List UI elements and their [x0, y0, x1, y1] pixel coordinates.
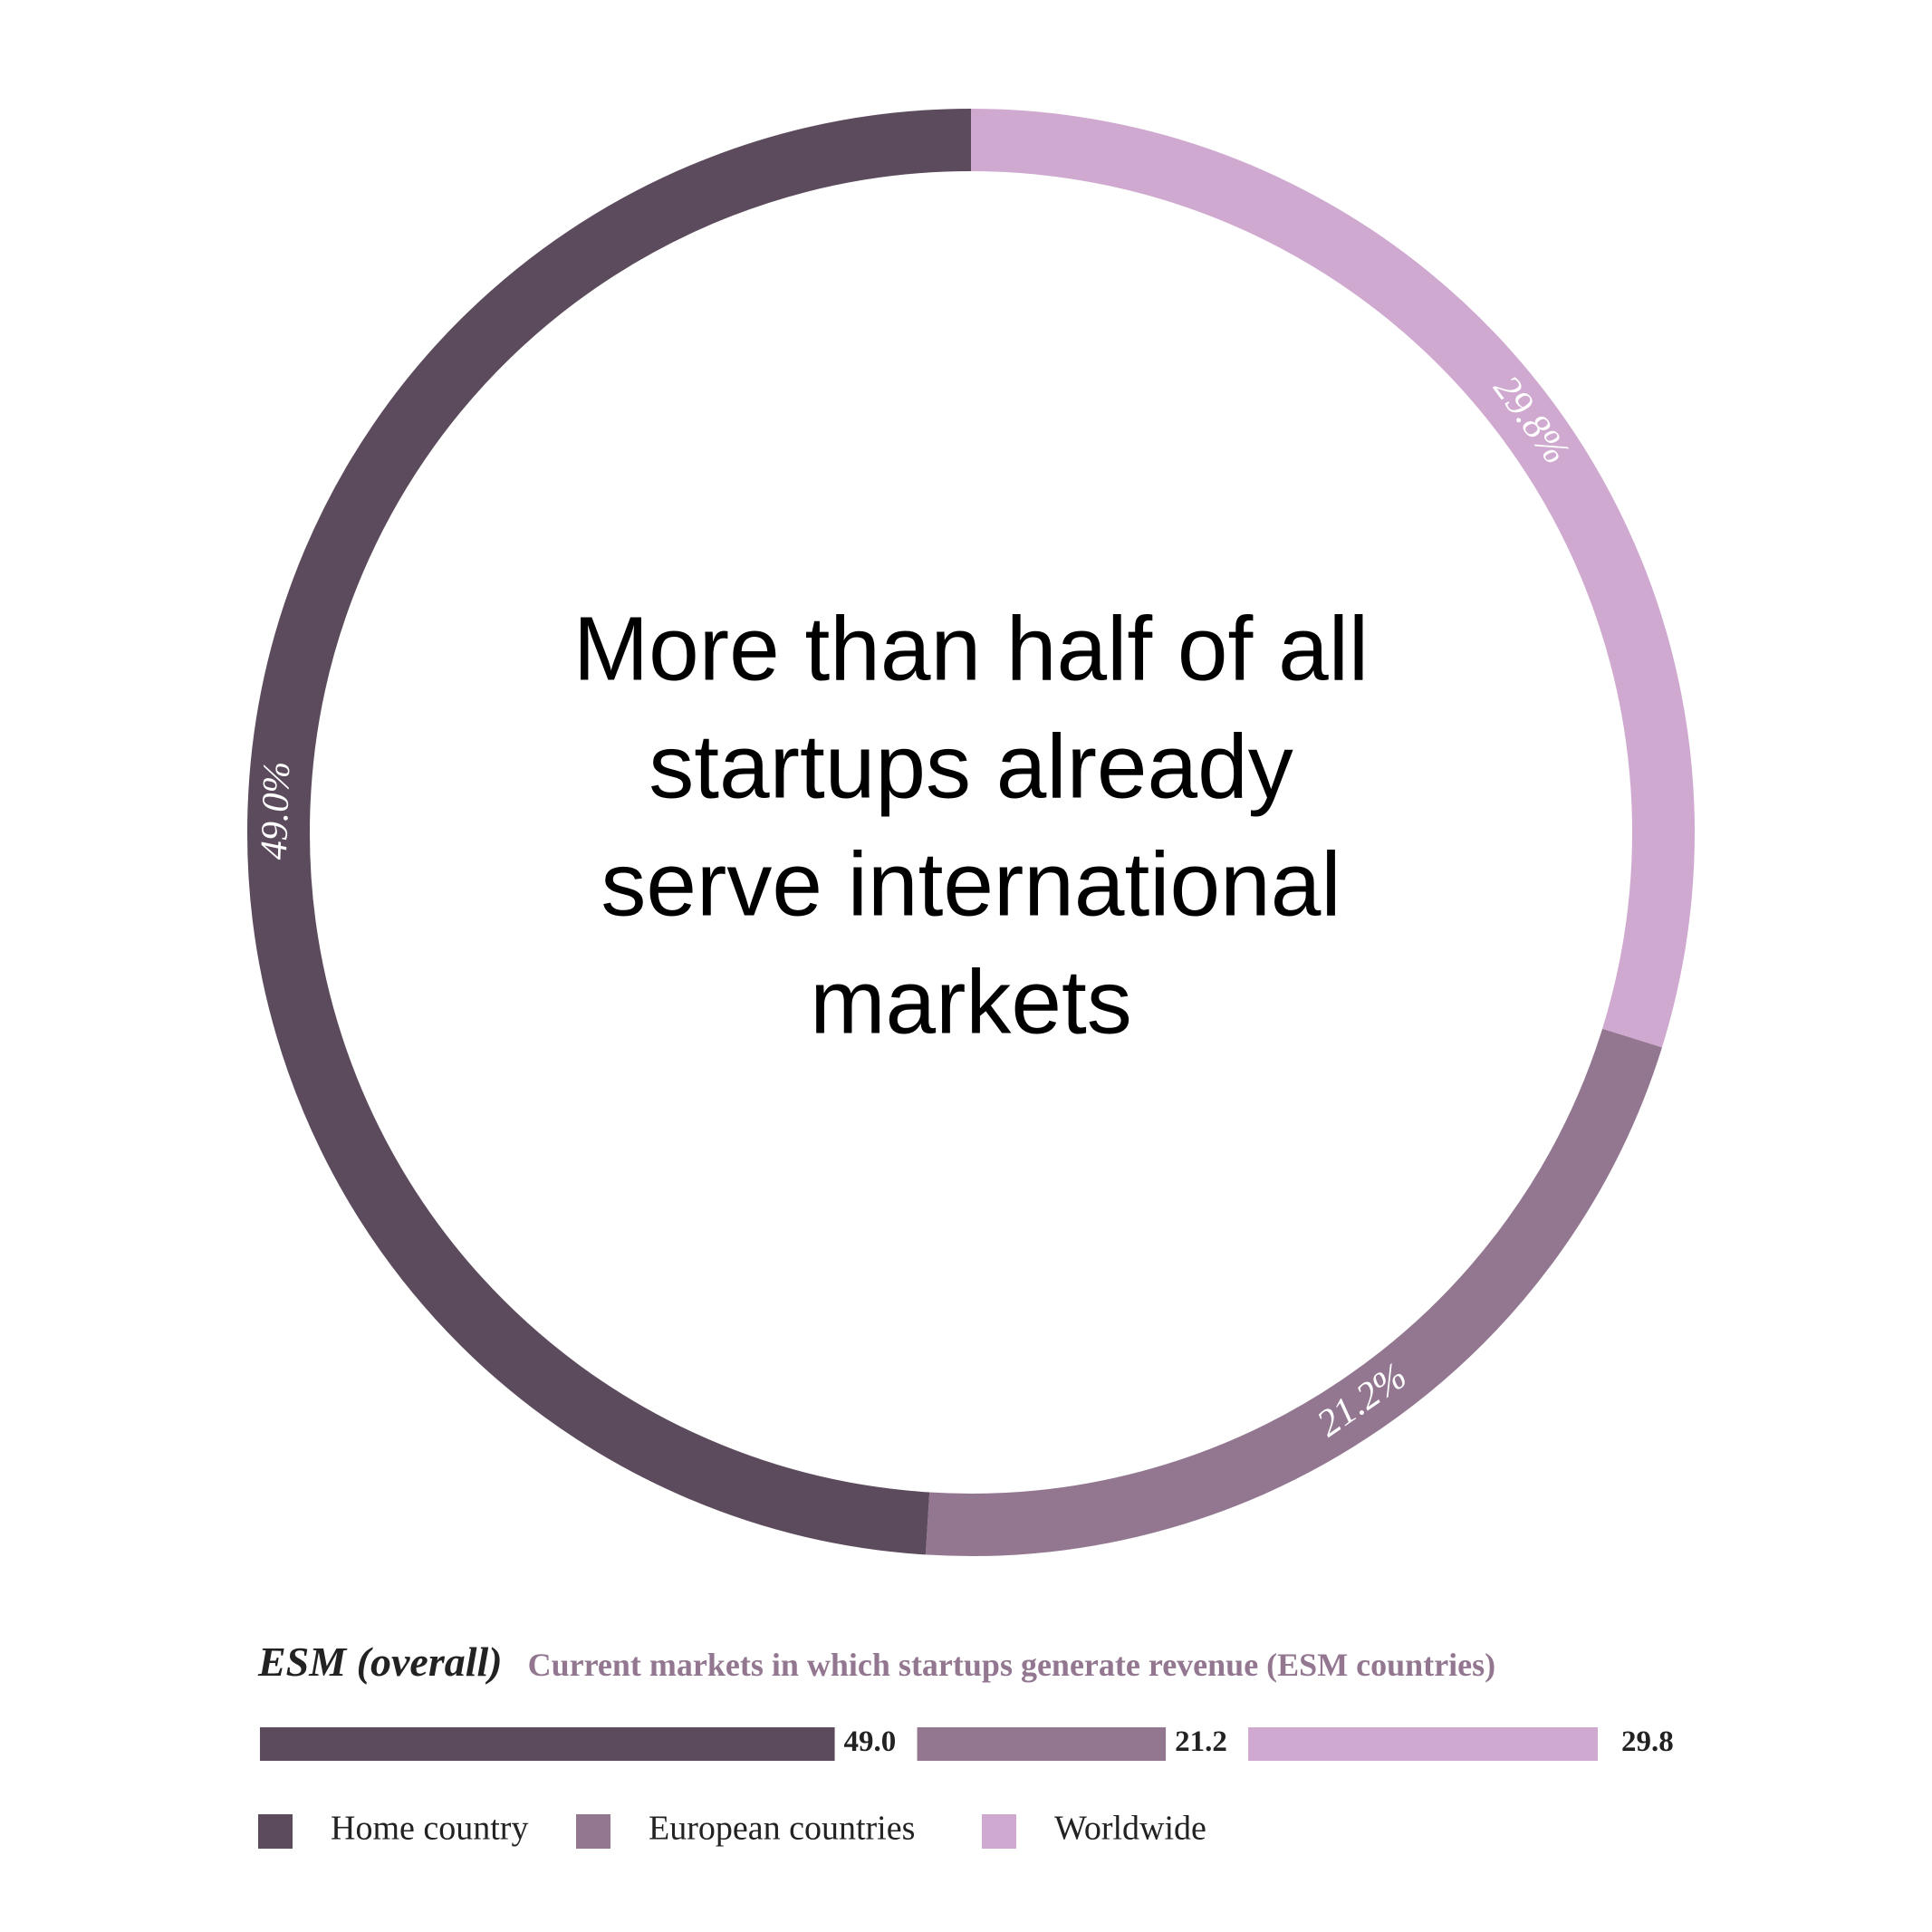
legend-swatch	[258, 1814, 293, 1849]
bar-value-label: 21.2	[1175, 1725, 1227, 1758]
center-title: startups already	[649, 716, 1293, 817]
bar-value-label: 29.8	[1621, 1725, 1674, 1758]
bar-segment	[917, 1727, 1167, 1761]
donut-segment	[925, 1028, 1662, 1556]
legend-label: Home country	[331, 1810, 528, 1848]
legend-swatch	[982, 1814, 1016, 1849]
donut-label: 49.0%	[254, 761, 298, 860]
bar-segment	[260, 1727, 835, 1761]
bar-title: ESM (overall)	[257, 1639, 503, 1685]
donut-segment	[247, 109, 972, 1555]
center-title: serve international	[601, 833, 1341, 935]
bar-value-label: 49.0	[844, 1725, 897, 1758]
legend-label: Worldwide	[1054, 1810, 1206, 1848]
center-title: More than half of all	[573, 598, 1369, 699]
donut-segment	[970, 109, 1695, 1048]
bar-segment	[1248, 1727, 1598, 1761]
legend-swatch	[576, 1814, 610, 1849]
legend-label: European countries	[649, 1810, 915, 1848]
bar-subtitle: Current markets in which startups genera…	[528, 1647, 1496, 1683]
center-title: markets	[810, 951, 1132, 1053]
